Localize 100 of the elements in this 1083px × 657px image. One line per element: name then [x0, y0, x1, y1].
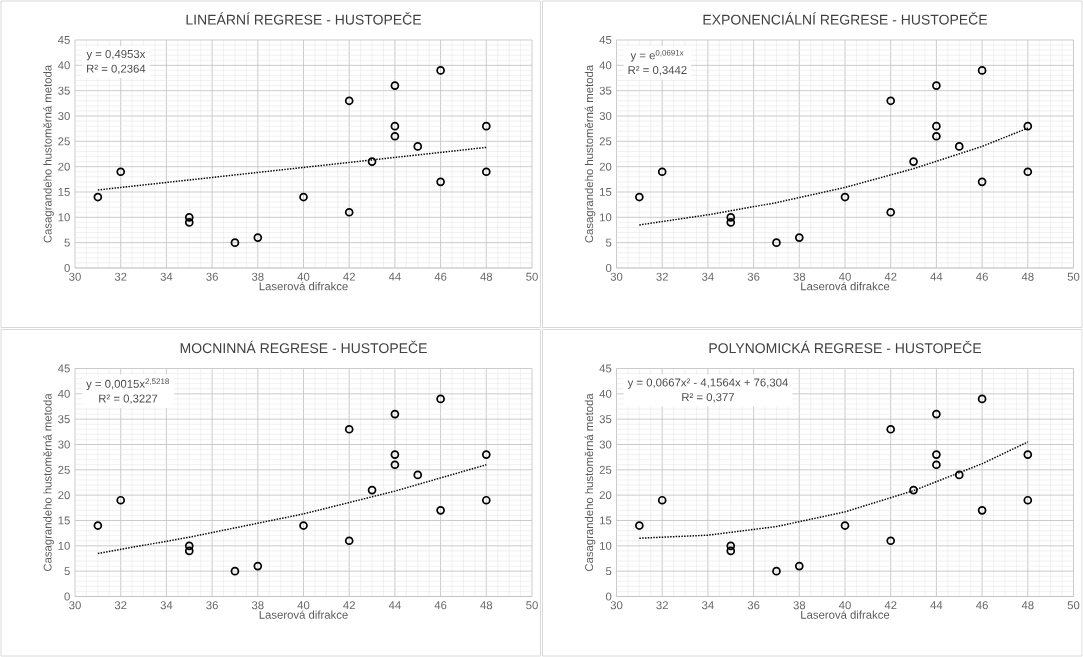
- point: [909, 157, 918, 166]
- x-axis-title: Laserová difrakce: [259, 610, 348, 619]
- point: [390, 409, 400, 419]
- point: [344, 207, 354, 217]
- y-tick-label: 5: [605, 238, 612, 247]
- x-tick-label: 40: [838, 272, 851, 281]
- point: [977, 506, 987, 515]
- point: [184, 546, 194, 556]
- y-tick-label: 25: [58, 465, 70, 474]
- chart-title: EXPONENCIÁLNÍ REGRESE - HUSTOPEČE: [703, 12, 987, 25]
- x-axis-title: Laserová difrakce: [259, 281, 348, 291]
- x-tick-label: 42: [884, 601, 897, 610]
- point: [367, 485, 377, 495]
- y-tick-label: 0: [64, 592, 70, 601]
- point: [390, 121, 400, 131]
- point: [886, 536, 896, 546]
- x-tick-label: 34: [160, 272, 173, 281]
- point: [390, 460, 400, 470]
- point: [772, 566, 781, 576]
- y-tick-label: 20: [58, 162, 70, 171]
- x-tick-label: 36: [747, 601, 760, 610]
- y-axis-title: Casagrandeho hustoměrná metoda: [584, 64, 596, 243]
- y-tick-label: 5: [605, 567, 612, 576]
- point: [977, 66, 987, 75]
- x-tick-label: 36: [747, 272, 760, 281]
- x-tick-label: 40: [838, 601, 851, 610]
- line-series: [97, 464, 488, 555]
- point: [772, 238, 781, 247]
- point: [93, 192, 103, 202]
- annotation: y = 0,0667x² - 4,1564x + 76,304: [627, 378, 788, 389]
- x-tick-label: 40: [297, 601, 310, 610]
- point: [481, 450, 491, 459]
- point: [413, 470, 423, 480]
- point: [184, 218, 194, 227]
- chart-title: LINEÁRNÍ REGRESE - HUSTOPEČE: [186, 12, 421, 25]
- y-tick-label: 20: [599, 491, 612, 500]
- x-tick-label: 32: [656, 272, 668, 281]
- x-tick-label: 38: [793, 272, 806, 281]
- point: [840, 521, 850, 530]
- point: [390, 131, 400, 141]
- y-axis-title: Casagrandeho hustoměrná metoda: [43, 393, 54, 572]
- y-tick-label: 35: [599, 86, 612, 95]
- point: [657, 495, 667, 505]
- point: [954, 142, 964, 151]
- point: [886, 96, 896, 106]
- point: [390, 450, 400, 459]
- y-tick-label: 30: [599, 111, 612, 120]
- y-tick-label: 0: [64, 263, 70, 272]
- y-axis-title: Casagrandeho hustoměrná metoda: [43, 64, 54, 243]
- point: [1023, 495, 1033, 505]
- annotation: y = 0,4953x: [86, 49, 146, 61]
- y-tick-label: 40: [57, 389, 70, 398]
- y-tick-label: 15: [58, 188, 70, 196]
- x-tick-label: 36: [206, 272, 218, 281]
- annotation: R² = 0,2364: [87, 64, 146, 74]
- point: [657, 167, 667, 177]
- y-tick-label: 0: [605, 592, 612, 601]
- point: [299, 192, 308, 202]
- point: [726, 541, 736, 551]
- point: [932, 460, 941, 470]
- y-tick-label: 20: [58, 491, 70, 500]
- point: [726, 218, 736, 227]
- y-tick-label: 15: [600, 516, 612, 525]
- point: [116, 495, 126, 505]
- x-tick-label: 32: [114, 272, 127, 281]
- y-tick-label: 15: [600, 188, 612, 196]
- annotation: y = 0,0015x$^{2,5218}$: [86, 378, 169, 391]
- y-tick-label: 10: [58, 541, 70, 550]
- y-axis-title: Casagrandeho hustoměrná metoda: [584, 393, 596, 572]
- point: [1023, 121, 1033, 131]
- chart-title: POLYNOMICKÁ REGRESE - HUSTOPEČE: [709, 340, 982, 354]
- point: [932, 409, 941, 419]
- x-tick-label: 38: [251, 272, 264, 281]
- annotation: R² = 0,377: [682, 393, 734, 403]
- point: [1023, 450, 1033, 459]
- point: [436, 177, 445, 187]
- x-tick-label: 46: [434, 272, 447, 281]
- x-tick-label: 46: [434, 601, 447, 610]
- y-tick-label: 25: [599, 137, 612, 146]
- point: [954, 470, 964, 480]
- point: [436, 506, 445, 515]
- y-tick-label: 5: [64, 238, 70, 247]
- point: [230, 238, 240, 247]
- point: [93, 521, 103, 530]
- y-tick-label: 35: [58, 86, 70, 95]
- point: [116, 167, 126, 177]
- y-tick-label: 10: [600, 541, 612, 550]
- x-tick-label: 34: [702, 272, 714, 281]
- point: [367, 157, 377, 166]
- point: [436, 394, 445, 404]
- x-tick-label: 44: [388, 601, 401, 609]
- point: [726, 212, 736, 222]
- chart-title: MOCNINNÁ REGRESE - HUSTOPEČE: [180, 340, 427, 354]
- y-tick-label: 35: [58, 415, 70, 424]
- annotation: R² = 0,3442: [628, 66, 687, 76]
- point: [932, 131, 941, 141]
- x-tick-label: 50: [1067, 272, 1080, 281]
- point: [726, 546, 736, 556]
- y-tick-label: 30: [58, 440, 70, 449]
- point: [344, 96, 354, 106]
